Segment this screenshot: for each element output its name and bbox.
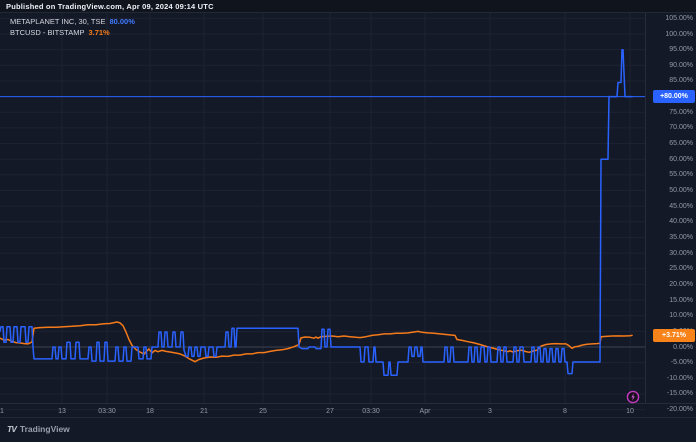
y-axis-label: 35.00%	[669, 233, 693, 241]
x-axis-label: 03:30	[362, 408, 380, 415]
price-axis[interactable]: 105.00%100.00%95.00%90.00%85.00%80.00%75…	[645, 13, 696, 413]
x-axis-label: 18	[146, 408, 154, 415]
legend-symbol-name: METAPLANET INC, 30, TSE	[10, 17, 106, 26]
legend-symbol-change: 80.00%	[109, 17, 135, 26]
y-axis-label: 85.00%	[669, 77, 693, 85]
time-axis[interactable]: 1 13 03:30 18 21 25 27 03:30 Apr 3 8 10	[0, 403, 696, 418]
event-marker-icon[interactable]	[626, 390, 640, 404]
x-axis-label: 10	[626, 408, 634, 415]
y-axis-label: 0.00%	[673, 343, 693, 351]
y-axis-label: 65.00%	[669, 140, 693, 148]
y-axis-label: 55.00%	[669, 171, 693, 179]
y-axis-label: 30.00%	[669, 249, 693, 257]
x-axis-label: 3	[488, 408, 492, 415]
x-axis-label: 1	[0, 408, 4, 415]
y-axis-label: 10.00%	[669, 312, 693, 320]
y-axis-label: 70.00%	[669, 124, 693, 132]
y-axis-label: 105.00%	[665, 14, 693, 22]
published-bar: Published on TradingView.com, Apr 09, 20…	[0, 0, 696, 13]
legend: METAPLANET INC, 30, TSE 80.00% BTCUSD - B…	[10, 16, 135, 38]
y-axis-label: -20.00%	[666, 406, 693, 414]
x-axis-label: 21	[200, 408, 208, 415]
price-label-btcusd: +3.71%	[653, 329, 695, 342]
legend-item-metaplanet[interactable]: METAPLANET INC, 30, TSE 80.00%	[10, 16, 135, 27]
footer: TV TradingView	[0, 417, 696, 442]
x-axis-label: 27	[326, 408, 334, 415]
published-text: Published on TradingView.com, Apr 09, 20…	[6, 2, 214, 11]
y-axis-label: 45.00%	[669, 202, 693, 210]
y-axis-label: 90.00%	[669, 61, 693, 69]
price-label-metaplanet: +80.00%	[653, 90, 695, 103]
y-axis-label: 95.00%	[669, 46, 693, 54]
y-axis-label: 50.00%	[669, 187, 693, 194]
y-axis-label: 60.00%	[669, 155, 693, 163]
tradingview-logo[interactable]: TV TradingView	[7, 424, 70, 434]
y-axis-label: 20.00%	[669, 280, 693, 288]
tradingview-logo-icon: TV	[7, 424, 17, 434]
x-axis-label: 8	[563, 408, 567, 415]
y-axis-label: 25.00%	[669, 265, 693, 273]
x-axis-label: 13	[58, 408, 66, 415]
legend-symbol-name: BTCUSD - BITSTAMP	[10, 28, 85, 37]
tradingview-brand-text: TradingView	[19, 424, 70, 434]
legend-symbol-change: 3.71%	[88, 28, 110, 37]
y-axis-label: 40.00%	[669, 218, 693, 226]
x-axis-label: 25	[259, 408, 267, 415]
y-axis-label: 15.00%	[669, 296, 693, 304]
y-axis-label: -10.00%	[666, 374, 693, 382]
x-axis-label: Apr	[419, 408, 431, 415]
series-line-blue	[0, 48, 633, 376]
y-axis-label: -15.00%	[666, 390, 693, 398]
y-axis-label: 100.00%	[665, 30, 693, 38]
legend-item-btcusd[interactable]: BTCUSD - BITSTAMP 3.71%	[10, 27, 135, 38]
y-axis-label: 75.00%	[669, 108, 693, 116]
y-axis-label: -5.00%	[670, 359, 693, 367]
x-axis-label: 03:30	[98, 408, 116, 415]
